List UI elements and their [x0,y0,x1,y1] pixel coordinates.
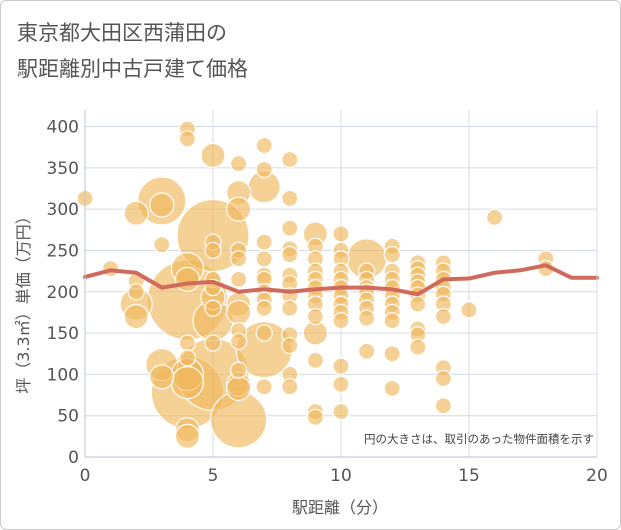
x-tick-label: 15 [458,466,480,486]
data-bubble [281,245,299,264]
data-bubble [230,155,248,173]
data-bubble [149,364,175,390]
data-bubble [332,312,350,330]
data-bubble [255,233,273,251]
data-bubble [460,301,478,319]
y-tick-label: 50 [57,407,79,427]
data-bubble [230,270,248,288]
y-axis-label: 坪（3.3㎡）単価（万円） [14,208,33,393]
data-bubble [204,334,222,352]
data-bubble [434,397,452,415]
y-tick-label: 300 [47,200,79,220]
x-tick-label: 0 [80,466,91,486]
data-bubble [123,200,149,226]
chart-title-line-1: 東京都大田区西蒲田の [17,21,227,45]
data-bubble [332,225,350,243]
data-bubble [383,245,401,264]
data-bubble [383,379,401,398]
data-bubble [281,219,299,237]
data-bubble [332,402,350,421]
data-bubble [127,283,145,301]
data-bubble [332,357,350,375]
data-bubble [281,378,299,396]
axes: 0 50 100 150 200 250 300 350 400 0 5 10 15 20 [47,110,608,486]
y-tick-label: 250 [47,241,79,261]
data-bubble [226,196,252,222]
data-bubble [123,303,149,330]
data-bubble [230,361,248,379]
data-bubble [255,160,273,179]
data-bubble [204,299,222,317]
data-bubble [281,150,299,169]
data-bubble [281,336,299,355]
average-line [83,263,599,297]
y-tick-label: 150 [47,324,79,344]
data-bubble [409,338,427,356]
data-bubble [204,241,222,260]
data-bubble [230,332,248,350]
x-tick-label: 5 [208,466,219,486]
data-bubble [230,250,248,268]
y-tick-label: 400 [47,118,79,138]
data-bubble [255,324,273,342]
data-bubble [255,136,273,155]
data-bubble [306,307,324,326]
y-tick-label: 200 [47,283,79,303]
data-bubble [358,342,376,360]
data-bubble [174,266,200,292]
data-bubble [174,423,200,449]
data-bubble [306,408,324,426]
data-bubble [409,295,427,313]
data-bubble [383,312,401,330]
data-bubble [255,299,273,317]
data-bubble [255,250,273,268]
y-tick-label: 100 [47,365,79,385]
data-bubble [306,351,324,369]
chart-title-line-2: 駅距離別中古戸建て価格 [17,57,248,81]
data-bubble [153,236,171,254]
data-bubble [255,378,273,396]
x-tick-label: 10 [330,466,352,486]
x-axis-label: 駅距離（分） [292,498,388,517]
data-bubble [486,208,504,227]
data-bubble [178,130,196,148]
data-bubble [434,307,452,326]
y-tick-label: 0 [68,448,79,468]
data-bubble [281,189,299,208]
data-bubble [226,375,252,402]
data-bubble [281,299,299,317]
data-bubble [178,334,196,352]
data-bubble [149,192,175,218]
data-bubble [358,309,376,327]
data-bubble [178,349,196,367]
average-line-layer [83,263,599,297]
data-bubble [226,299,252,326]
x-tick-label: 20 [586,466,608,486]
data-bubble [434,369,452,388]
data-bubble [383,345,401,363]
data-bubble [200,142,226,169]
y-tick-label: 350 [47,159,79,179]
bubbles [76,120,555,449]
data-bubble [170,366,204,400]
data-bubble [332,375,350,393]
chart-note: 円の大きさは、取引のあった物件面積を示す [364,432,594,446]
chart-title: 東京都大田区西蒲田の 駅距離別中古戸建て価格 [17,15,577,87]
